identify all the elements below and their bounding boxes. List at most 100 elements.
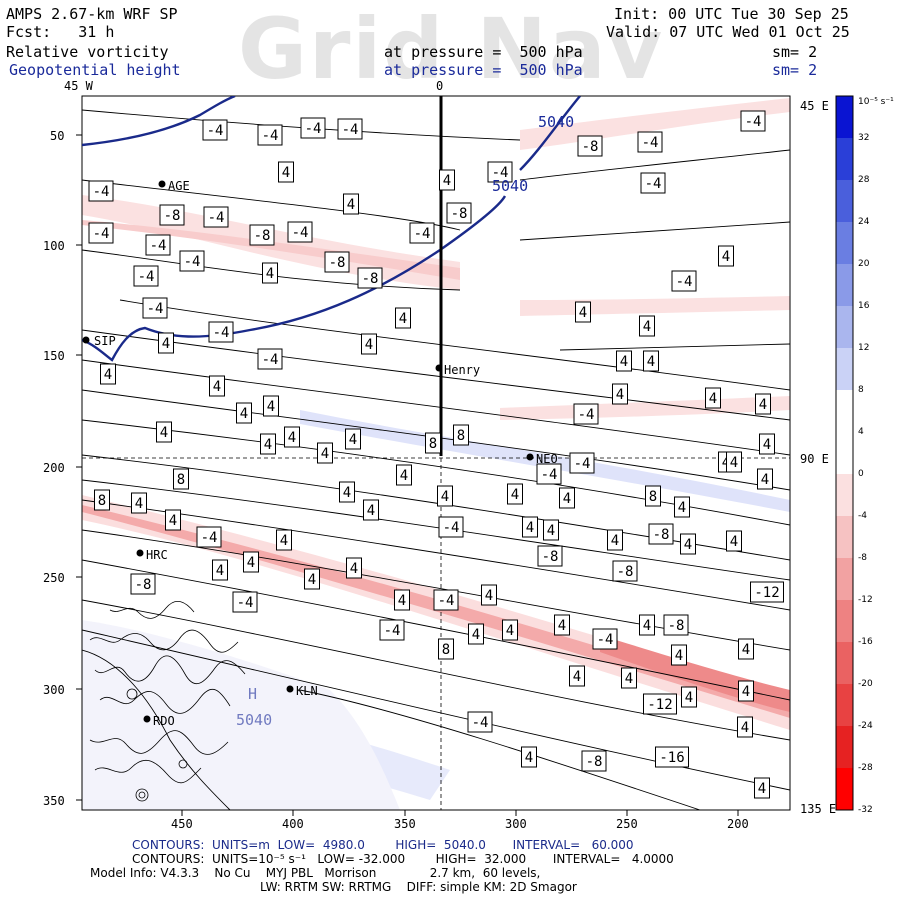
svg-text:4: 4 xyxy=(506,623,514,639)
colorbar-swatch xyxy=(836,222,853,265)
svg-text:4: 4 xyxy=(759,397,767,413)
contour-label: 8 xyxy=(425,432,441,454)
svg-text:4: 4 xyxy=(763,437,771,453)
contour-label: -8 xyxy=(324,251,350,273)
station-dot-henry xyxy=(435,364,443,372)
svg-text:4: 4 xyxy=(400,468,408,484)
station-label-hrc: HRC xyxy=(146,548,168,562)
contour-label: 4 xyxy=(481,584,497,606)
map-frame xyxy=(81,95,791,811)
station-label-henry: Henry xyxy=(444,363,481,377)
colorbar-label: 20 xyxy=(858,259,870,269)
svg-text:4: 4 xyxy=(367,503,375,519)
svg-text:-4: -4 xyxy=(642,135,659,151)
svg-text:-12: -12 xyxy=(754,585,779,601)
contour-label: 4 xyxy=(165,509,181,531)
svg-text:4: 4 xyxy=(282,165,290,181)
contour-label: 4 xyxy=(263,395,279,417)
model-title: AMPS 2.67-km WRF SP xyxy=(6,5,178,23)
svg-text:4: 4 xyxy=(443,173,451,189)
contour-label: -4 xyxy=(379,619,405,641)
contour-label: 4 xyxy=(643,350,659,372)
svg-text:4: 4 xyxy=(399,311,407,327)
contour-label: 4 xyxy=(759,433,775,455)
svg-text:4: 4 xyxy=(264,437,272,453)
colorbar-swatch xyxy=(836,642,853,685)
contour-label: -4 xyxy=(196,526,222,548)
height-label: 5040 xyxy=(492,177,529,195)
watermark-text: Grid Nav xyxy=(238,0,665,98)
svg-text:-12: -12 xyxy=(647,697,672,713)
colorbar-label: -8 xyxy=(858,553,867,563)
y-tick-label: 250 xyxy=(43,571,65,585)
contour-label: 8 xyxy=(438,638,454,660)
lon-label-0: 0 xyxy=(436,79,444,93)
svg-text:4: 4 xyxy=(365,337,373,353)
svg-text:4: 4 xyxy=(616,387,624,403)
colorbar-label: 32 xyxy=(858,133,870,143)
contour-label: 4 xyxy=(612,383,628,405)
svg-text:-8: -8 xyxy=(135,577,152,593)
svg-text:8: 8 xyxy=(649,489,657,505)
colorbar-label: -12 xyxy=(858,595,873,605)
contour-label: -4 xyxy=(740,110,766,132)
contour-label: -4 xyxy=(487,161,513,183)
svg-text:4: 4 xyxy=(347,197,355,213)
svg-text:-4: -4 xyxy=(147,301,164,317)
y-tick-label: 150 xyxy=(43,349,65,363)
y-tick-label: 300 xyxy=(43,683,65,697)
contour-label: 4 xyxy=(396,464,412,486)
contour-label: 4 xyxy=(260,433,276,455)
contour-label: 4 xyxy=(680,533,696,555)
contour-label: 4 xyxy=(304,568,320,590)
height-contours xyxy=(82,96,581,362)
svg-text:4: 4 xyxy=(709,391,717,407)
contour-label: -4 xyxy=(637,131,663,153)
svg-text:4: 4 xyxy=(247,555,255,571)
contour-label: 4 xyxy=(284,426,300,448)
station-dot-sip xyxy=(82,336,90,344)
contour-label: -4 xyxy=(88,222,114,244)
svg-text:-4: -4 xyxy=(213,325,230,341)
svg-text:4: 4 xyxy=(511,487,519,503)
svg-text:-4: -4 xyxy=(262,128,279,144)
colorbar-swatch xyxy=(836,432,853,475)
contour-label: 4 xyxy=(639,614,655,636)
svg-text:4: 4 xyxy=(162,336,170,352)
contour-label: -8 xyxy=(446,202,472,224)
contour-labels: -4 -4 -4 -4 -4-8 -44 -44-4-8 -44-8-4-4-4-8 -4 -4-… xyxy=(88,110,784,799)
svg-text:-8: -8 xyxy=(653,527,670,543)
colorbar-label: -16 xyxy=(858,637,873,647)
contour-label: 4 xyxy=(726,451,742,473)
colorbar-swatch xyxy=(836,684,853,727)
svg-text:4: 4 xyxy=(104,367,112,383)
svg-text:4: 4 xyxy=(441,489,449,505)
station-dots xyxy=(82,180,534,723)
svg-text:-8: -8 xyxy=(582,139,599,155)
svg-text:4: 4 xyxy=(741,720,749,736)
svg-text:4: 4 xyxy=(643,618,651,634)
level-vorticity: at pressure = 500 hPa xyxy=(384,43,583,61)
x-tick-label: 350 xyxy=(394,817,416,831)
colorbar-label: 8 xyxy=(858,385,864,395)
svg-text:-4: -4 xyxy=(93,226,110,242)
svg-text:4: 4 xyxy=(761,472,769,488)
contour-label: -4 xyxy=(300,117,326,139)
svg-text:-4: -4 xyxy=(150,238,167,254)
smoothing-height: sm= 2 xyxy=(772,61,818,79)
contour-label: -4 xyxy=(438,516,464,538)
contour-label: -4 xyxy=(232,591,258,613)
contour-label: -4 xyxy=(208,321,234,343)
contour-label: 4 xyxy=(621,667,637,689)
svg-text:4: 4 xyxy=(758,781,766,797)
contour-label: 4 xyxy=(755,393,771,415)
contour-label: 4 xyxy=(158,332,174,354)
svg-text:-8: -8 xyxy=(542,549,559,565)
contour-label: 4 xyxy=(616,350,632,372)
svg-text:4: 4 xyxy=(266,266,274,282)
svg-text:4: 4 xyxy=(742,642,750,658)
svg-text:8: 8 xyxy=(98,493,106,509)
colorbar-label: 16 xyxy=(858,301,870,311)
svg-text:8: 8 xyxy=(177,472,185,488)
height-label: 5040 xyxy=(538,113,575,131)
